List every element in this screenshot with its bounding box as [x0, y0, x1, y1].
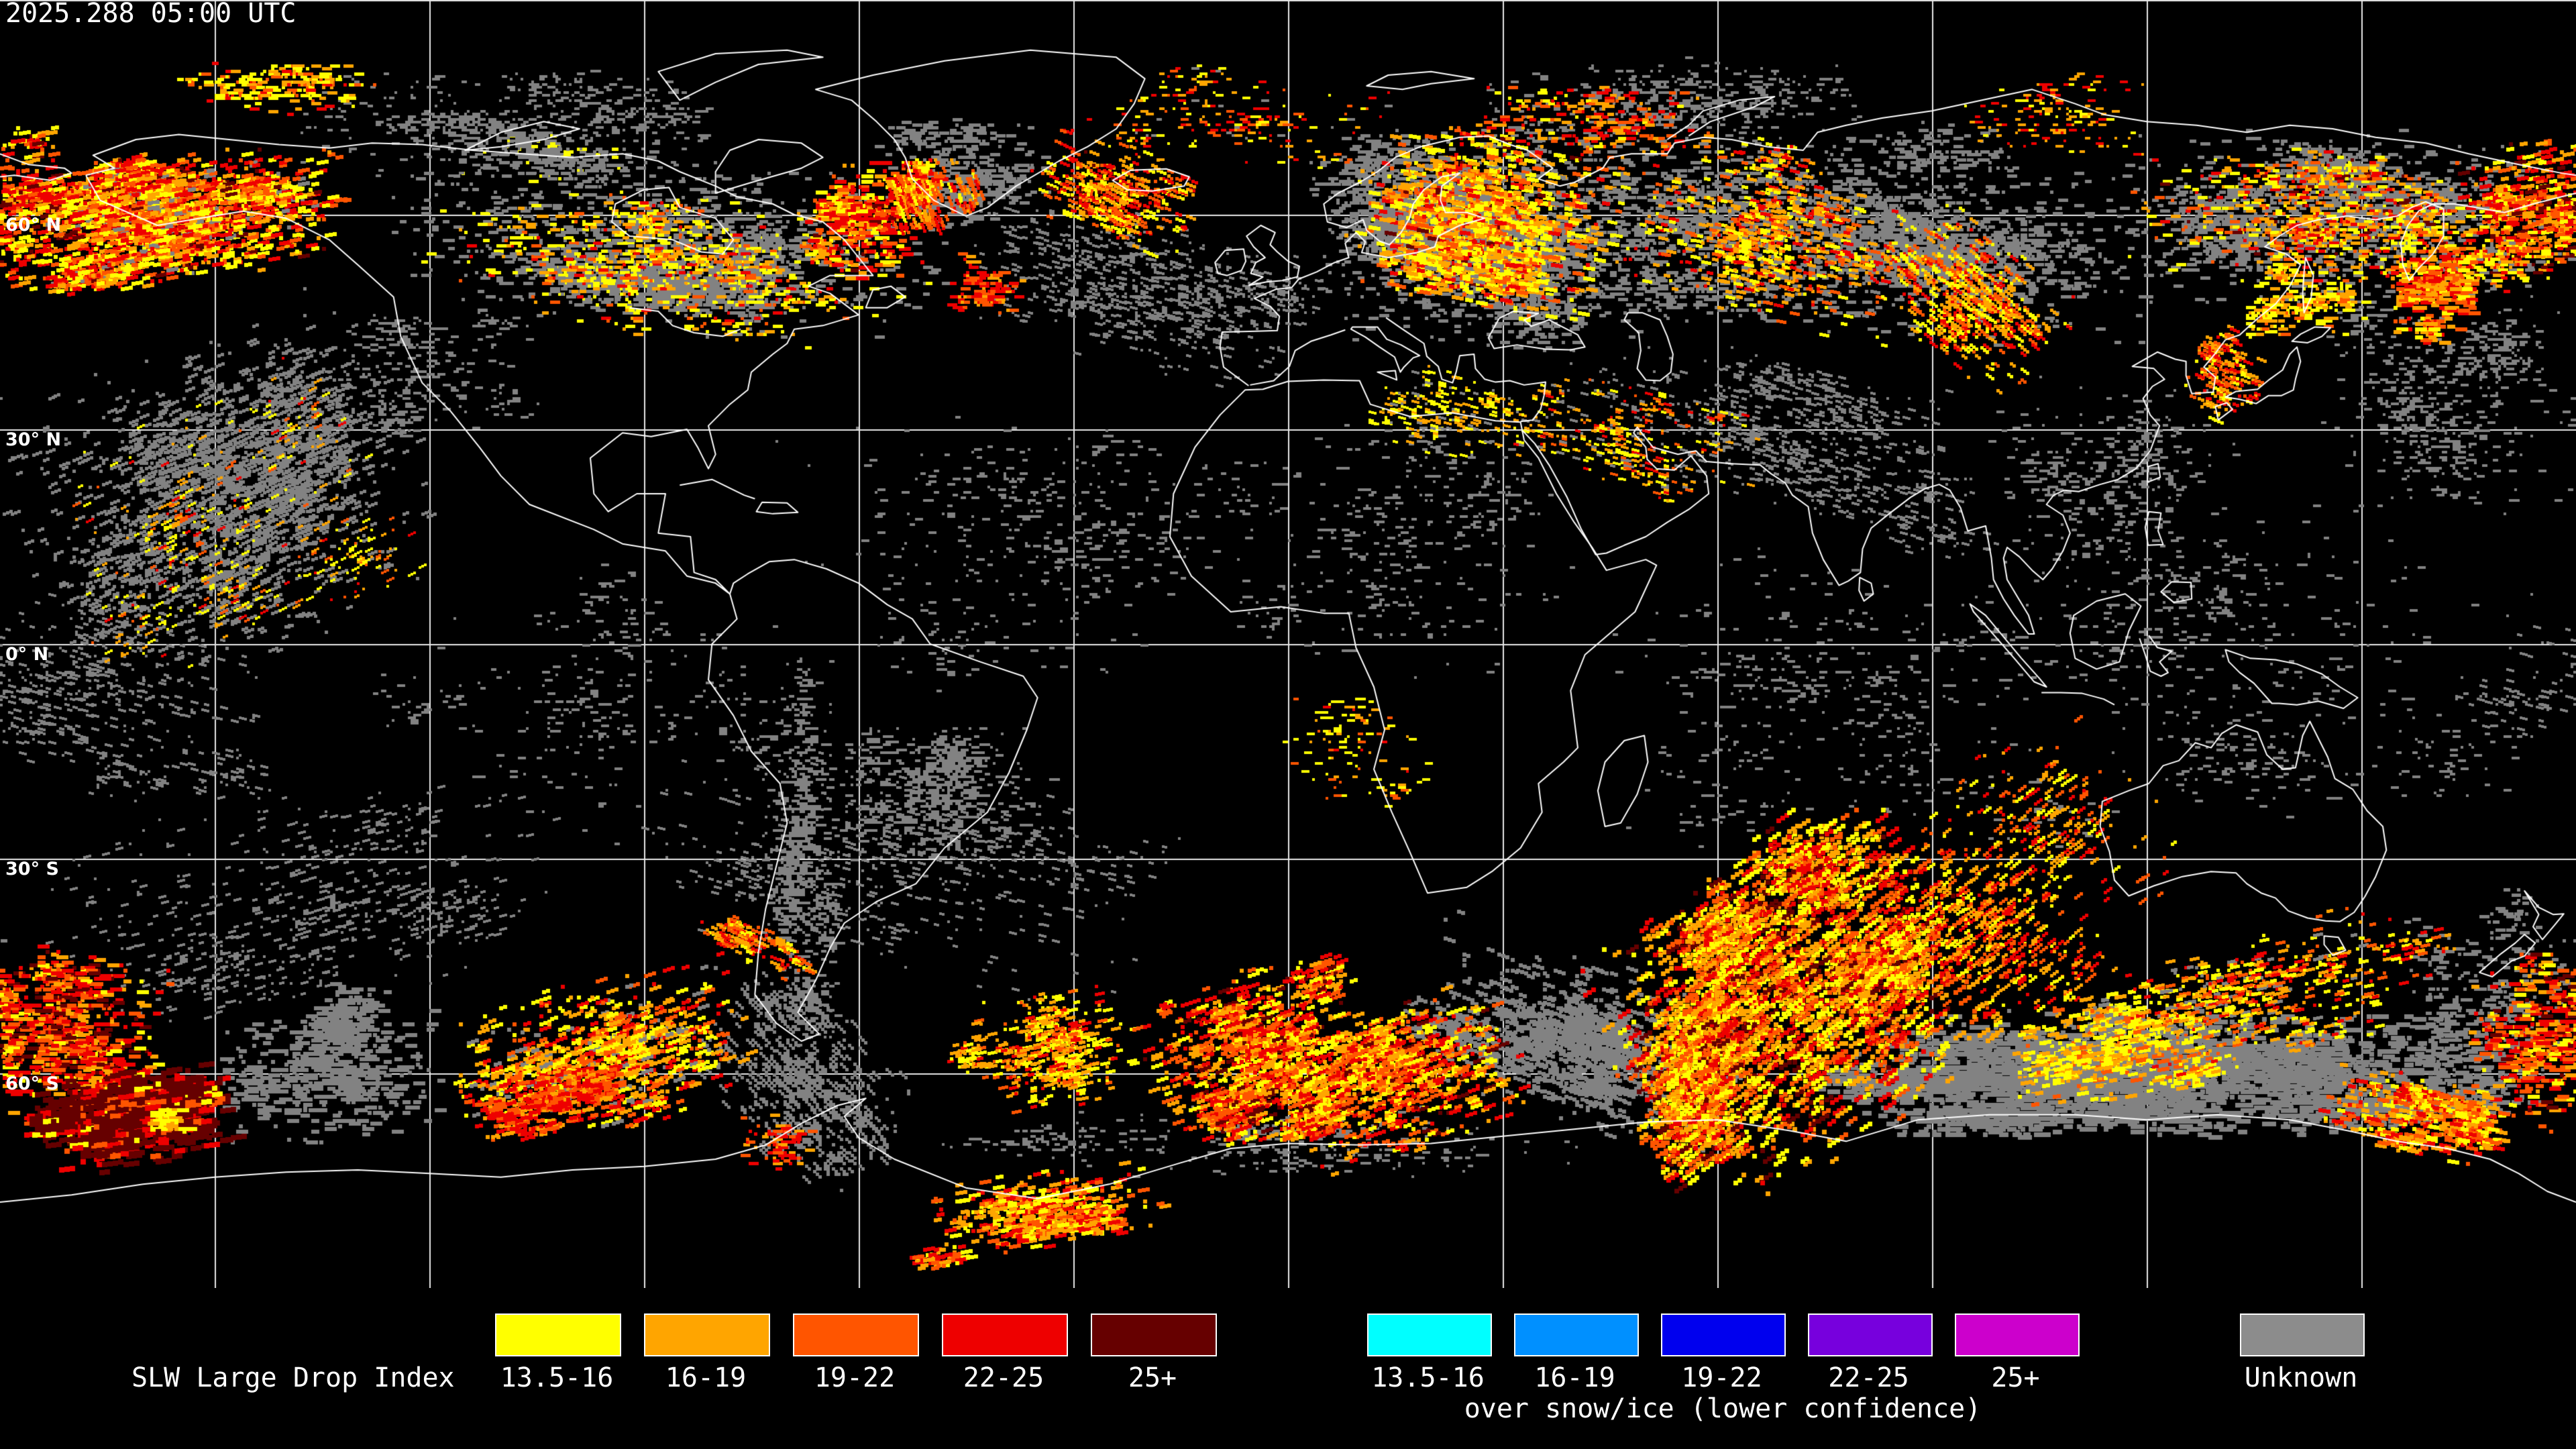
legend-snow-caption: over snow/ice (lower confidence)	[1464, 1393, 1982, 1424]
legend-bar: SLW Large Drop Index over snow/ice (lowe…	[0, 1288, 2576, 1449]
legend-label-snow-22-25: 22-25	[1828, 1362, 1909, 1393]
legend-label-snow-13.5-16: 13.5-16	[1371, 1362, 1485, 1393]
lat-label-3: 30° S	[5, 859, 59, 879]
legend-swatch-25+	[1091, 1313, 1217, 1356]
legend-swatch-22-25	[942, 1313, 1068, 1356]
legend-swatch-unknown	[2240, 1313, 2365, 1356]
legend-label-unknown: Unknown	[2244, 1362, 2358, 1393]
legend-label-16-19: 16-19	[665, 1362, 747, 1393]
lat-label-1: 30° N	[5, 429, 62, 450]
legend-swatch-snow-16-19	[1514, 1313, 1639, 1356]
legend-label-13.5-16: 13.5-16	[500, 1362, 614, 1393]
timestamp-label: 2025.288 05:00 UTC	[5, 0, 297, 29]
legend-label-snow-19-22: 19-22	[1681, 1362, 1762, 1393]
lat-label-2: 0° N	[5, 644, 49, 665]
legend-swatch-13.5-16	[495, 1313, 621, 1356]
lat-label-4: 60° S	[5, 1073, 59, 1094]
legend-swatch-snow-13.5-16	[1367, 1313, 1492, 1356]
legend-swatch-19-22	[793, 1313, 919, 1356]
legend-label-25+: 25+	[1128, 1362, 1177, 1393]
legend-label-19-22: 19-22	[814, 1362, 896, 1393]
legend-title: SLW Large Drop Index	[131, 1362, 455, 1393]
legend-swatch-snow-22-25	[1808, 1313, 1933, 1356]
legend-swatch-snow-25+	[1955, 1313, 2080, 1356]
legend-swatch-snow-19-22	[1661, 1313, 1786, 1356]
world-map-canvas	[0, 0, 2576, 1288]
legend-label-22-25: 22-25	[963, 1362, 1044, 1393]
legend-label-snow-25+: 25+	[1991, 1362, 2040, 1393]
lat-label-0: 60° N	[5, 215, 62, 235]
legend-label-snow-16-19: 16-19	[1534, 1362, 1615, 1393]
legend-swatch-16-19	[644, 1313, 770, 1356]
